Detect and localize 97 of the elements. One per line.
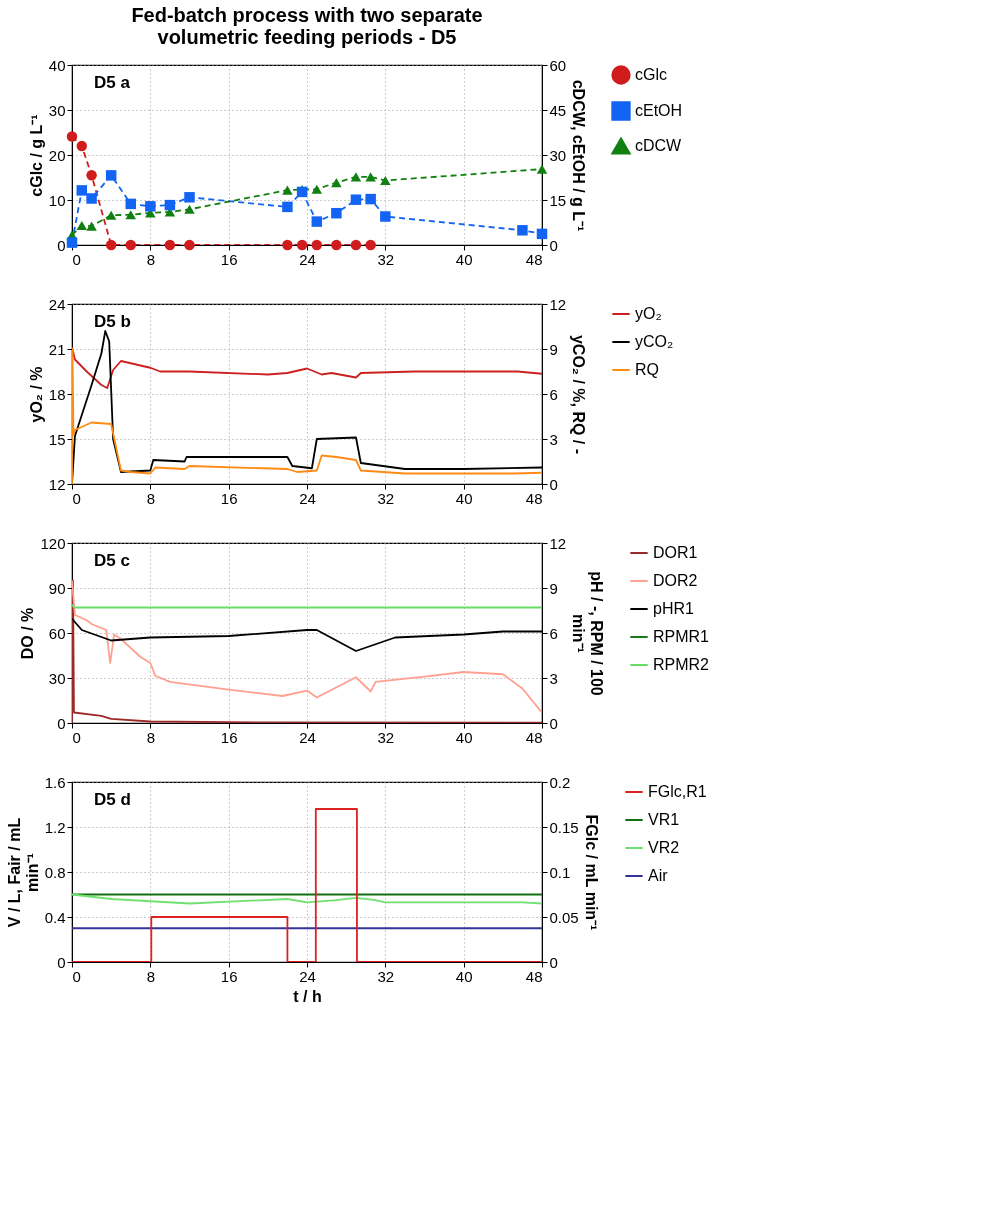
y2-tick-label: 9 <box>549 340 558 358</box>
y-tick-label: 21 <box>48 340 66 358</box>
y2-tick-label: 0.05 <box>549 908 579 926</box>
x-tick-label: 32 <box>377 250 395 268</box>
y-tick-label: 10 <box>48 191 66 209</box>
x-tick-label: 48 <box>525 967 543 985</box>
x-tick-label: 40 <box>455 489 473 507</box>
chart-title: Fed-batch process with two separate volumetric feeding periods - D5 <box>131 4 483 48</box>
y-tick-label: 0 <box>57 953 66 971</box>
x-tick-label: 48 <box>525 728 543 746</box>
x-tick-label: 40 <box>455 728 473 746</box>
y2-tick-label: 15 <box>549 191 567 209</box>
x-tick-label: 8 <box>146 728 156 746</box>
y-tick-label: 0 <box>57 236 66 254</box>
legend-label: yO₂ <box>635 305 662 322</box>
y2-tick-label: 0 <box>549 475 558 493</box>
x-axis-title: t / h <box>293 987 322 1005</box>
x-tick-label: 8 <box>146 489 156 507</box>
y2-tick-label: 0.2 <box>549 773 571 791</box>
y2-axis-title: FGlc / mL min⁻¹ <box>582 814 600 931</box>
y-tick-label: 12 <box>48 475 66 493</box>
y2-axis-title: cDCW, cEtOH / g L⁻¹ <box>570 79 588 232</box>
legend-label: cGlc <box>635 66 667 83</box>
x-tick-label: 0 <box>72 250 81 268</box>
x-tick-label: 48 <box>525 250 543 268</box>
legend-label: RPMR2 <box>653 656 710 673</box>
x-tick-label: 32 <box>377 728 395 746</box>
y-tick-label: 1.2 <box>44 818 66 836</box>
y2-tick-label: 0.15 <box>549 818 579 836</box>
legend-label: VR2 <box>648 839 680 856</box>
legend-label: pHR1 <box>653 600 695 617</box>
x-tick-label: 24 <box>299 250 316 268</box>
x-tick-label: 24 <box>299 967 316 985</box>
annotation: D5 d <box>94 790 131 809</box>
y-axis-title: DO / % <box>19 607 37 660</box>
y-tick-label: 0 <box>57 714 66 732</box>
legend-label: RPMR1 <box>653 628 710 645</box>
y2-axis-title: yCO₂ / %, RQ / - <box>570 334 588 455</box>
y2-tick-label: 0 <box>549 714 558 732</box>
legend-label: DOR2 <box>653 572 698 589</box>
x-tick-label: 8 <box>146 250 156 268</box>
legend-label: VR1 <box>648 811 680 828</box>
y2-tick-label: 3 <box>549 669 558 687</box>
x-tick-label: 24 <box>299 489 316 507</box>
legend-label: Air <box>648 867 669 884</box>
y2-tick-label: 0.1 <box>549 863 571 881</box>
x-tick-label: 40 <box>455 967 473 985</box>
y2-tick-label: 12 <box>549 295 567 313</box>
y2-tick-label: 9 <box>549 579 558 597</box>
y-tick-label: 0.8 <box>44 863 66 881</box>
x-tick-label: 16 <box>220 967 238 985</box>
y2-tick-label: 6 <box>549 624 558 642</box>
annotation: D5 c <box>94 551 130 570</box>
y-axis-title: yO₂ / % <box>27 366 45 423</box>
y2-tick-label: 12 <box>549 534 567 552</box>
x-tick-label: 48 <box>525 489 543 507</box>
x-tick-label: 0 <box>72 489 81 507</box>
y-tick-label: 18 <box>48 385 66 403</box>
legend-label: RQ <box>635 361 659 378</box>
x-tick-label: 16 <box>220 728 238 746</box>
y2-tick-label: 0 <box>549 953 558 971</box>
legend-label: FGlc,R1 <box>648 783 707 800</box>
y2-tick-label: 0 <box>549 236 558 254</box>
y-tick-label: 90 <box>48 579 66 597</box>
annotation: D5 b <box>94 312 131 331</box>
y-tick-label: 24 <box>48 295 66 313</box>
y2-axis-title: pH / -, RPM / 100 min⁻¹ <box>570 571 606 696</box>
y2-tick-label: 6 <box>549 385 558 403</box>
legend-label: cDCW <box>635 137 683 154</box>
x-tick-label: 32 <box>377 967 395 985</box>
y-tick-label: 1.6 <box>44 773 66 791</box>
y2-tick-label: 30 <box>549 146 567 164</box>
legend-label: yCO₂ <box>635 333 674 350</box>
y2-tick-label: 60 <box>549 56 567 74</box>
y-tick-label: 20 <box>48 146 66 164</box>
x-tick-label: 24 <box>299 728 316 746</box>
x-tick-label: 0 <box>72 728 81 746</box>
y-tick-label: 40 <box>48 56 66 74</box>
x-tick-label: 32 <box>377 489 395 507</box>
legend-label: cEtOH <box>635 102 683 119</box>
y-tick-label: 30 <box>48 101 66 119</box>
x-tick-label: 40 <box>455 250 473 268</box>
x-tick-label: 8 <box>146 967 156 985</box>
y-axis-title: cGlc / g L⁻¹ <box>27 114 45 197</box>
y-tick-label: 120 <box>40 534 66 552</box>
x-tick-label: 16 <box>220 250 238 268</box>
y-tick-label: 60 <box>48 624 66 642</box>
x-tick-label: 16 <box>220 489 238 507</box>
y2-tick-label: 45 <box>549 101 567 119</box>
annotation: D5 a <box>94 73 131 92</box>
y2-tick-label: 3 <box>549 430 558 448</box>
y-tick-label: 30 <box>48 669 66 687</box>
y-axis-title: V / L, Fair / mL min⁻¹ <box>5 817 41 928</box>
legend-label: DOR1 <box>653 544 698 561</box>
y-tick-label: 0.4 <box>44 908 66 926</box>
y-tick-label: 15 <box>48 430 66 448</box>
x-tick-label: 0 <box>72 967 81 985</box>
